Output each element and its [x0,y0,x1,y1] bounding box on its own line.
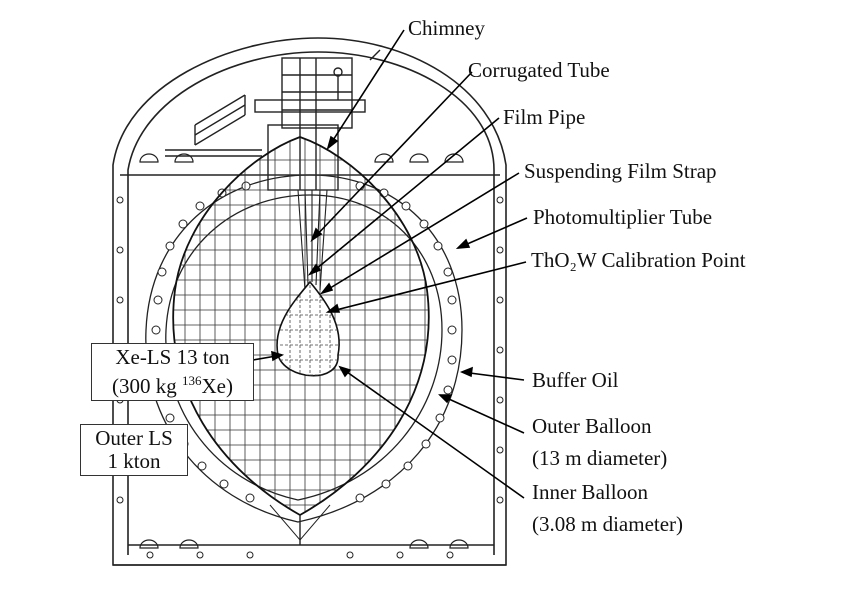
label-outer-balloon-diameter: (13 m diameter) [532,446,668,470]
film-straps [297,189,328,291]
label-corrugated-tube: Corrugated Tube [468,58,610,82]
label-inner-balloon: Inner Balloon [532,480,649,504]
inner-balloon [276,280,340,377]
leader-lines [252,29,528,499]
label-suspending-film-strap: Suspending Film Strap [524,159,717,183]
box-xe-ls: Xe-LS 13 ton (300 kg 136Xe) [91,343,254,401]
label-photomultiplier-tube: Photomultiplier Tube [533,205,713,229]
xe-ls-prefix: (300 kg [112,374,182,398]
label-outer-balloon: Outer Balloon [532,414,652,438]
outer-ls-label: Outer LS [95,426,173,450]
top-pmts [139,153,469,549]
label-calibration-point: ThO₂W Calibration Point [531,248,746,272]
xe-ls-xenon-mass: (300 kg 136Xe) [97,369,248,398]
xe-isotope: 136 [182,373,202,388]
pmt-ring-tubes [151,181,457,503]
label-buffer-oil: Buffer Oil [532,368,619,392]
label-chimney: Chimney [408,16,485,40]
label-inner-balloon-diameter: (3.08 m diameter) [532,512,684,536]
box-outer-ls: Outer LS 1 kton [80,424,188,476]
xe-ls-mass: Xe-LS 13 ton [115,345,230,369]
outer-ls-mass: 1 kton [107,449,161,473]
label-film-pipe: Film Pipe [503,105,586,129]
chimney-structure [165,49,381,191]
xe-ls-suffix: Xe) [201,374,233,398]
